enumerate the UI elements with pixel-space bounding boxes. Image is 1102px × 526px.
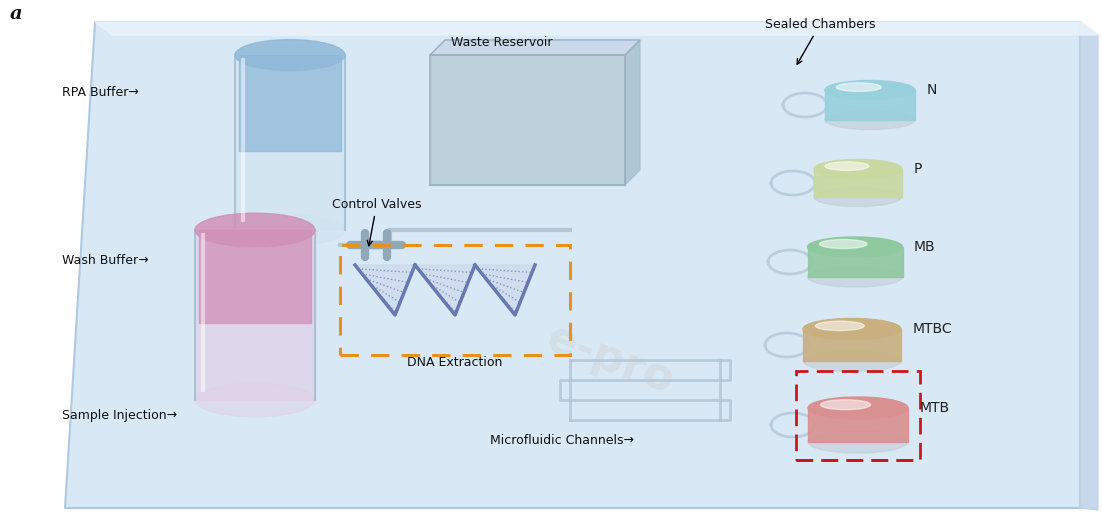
Bar — [430, 55, 625, 185]
Ellipse shape — [814, 187, 903, 207]
Ellipse shape — [815, 321, 864, 330]
Ellipse shape — [808, 397, 908, 419]
Bar — [195, 230, 315, 400]
Text: MTBC: MTBC — [912, 322, 952, 336]
Bar — [239, 55, 341, 151]
Text: Control Valves: Control Valves — [332, 198, 421, 246]
Ellipse shape — [825, 162, 869, 170]
Polygon shape — [95, 22, 1098, 35]
Text: Waste Reservoir: Waste Reservoir — [451, 36, 553, 49]
Ellipse shape — [235, 215, 345, 246]
Polygon shape — [1080, 22, 1098, 510]
Text: Microfluidic Channels→: Microfluidic Channels→ — [490, 433, 634, 447]
Ellipse shape — [195, 213, 315, 247]
Bar — [430, 55, 625, 185]
Text: MTB: MTB — [920, 401, 950, 415]
Polygon shape — [65, 22, 1080, 508]
Ellipse shape — [821, 400, 871, 410]
Ellipse shape — [235, 39, 345, 70]
Ellipse shape — [825, 110, 915, 129]
Text: RPA Buffer→: RPA Buffer→ — [62, 86, 139, 99]
Ellipse shape — [195, 383, 315, 417]
Ellipse shape — [820, 239, 867, 248]
Ellipse shape — [814, 159, 903, 178]
Text: MB: MB — [914, 240, 936, 254]
Polygon shape — [430, 40, 640, 55]
Polygon shape — [415, 265, 475, 315]
Ellipse shape — [803, 350, 901, 371]
Ellipse shape — [803, 319, 901, 339]
Text: e-pro: e-pro — [540, 317, 680, 403]
Bar — [808, 247, 903, 277]
Ellipse shape — [808, 431, 908, 453]
Ellipse shape — [808, 267, 903, 287]
Bar — [235, 55, 345, 230]
Polygon shape — [355, 265, 415, 315]
Bar — [341, 245, 570, 355]
Bar — [825, 90, 915, 120]
Bar — [814, 169, 903, 197]
Text: Wash Buffer→: Wash Buffer→ — [62, 254, 149, 267]
Bar — [199, 230, 311, 323]
Ellipse shape — [836, 83, 882, 92]
Text: Sample Injection→: Sample Injection→ — [62, 409, 177, 421]
Text: N: N — [927, 83, 938, 97]
Bar — [803, 329, 901, 361]
Text: a: a — [10, 5, 23, 23]
Ellipse shape — [808, 237, 903, 257]
Polygon shape — [475, 265, 534, 315]
Polygon shape — [625, 40, 640, 185]
Bar — [796, 371, 920, 460]
Text: P: P — [914, 162, 922, 176]
Text: DNA Extraction: DNA Extraction — [408, 356, 503, 369]
Bar — [808, 408, 908, 442]
Text: Sealed Chambers: Sealed Chambers — [765, 18, 875, 64]
Ellipse shape — [825, 80, 915, 99]
